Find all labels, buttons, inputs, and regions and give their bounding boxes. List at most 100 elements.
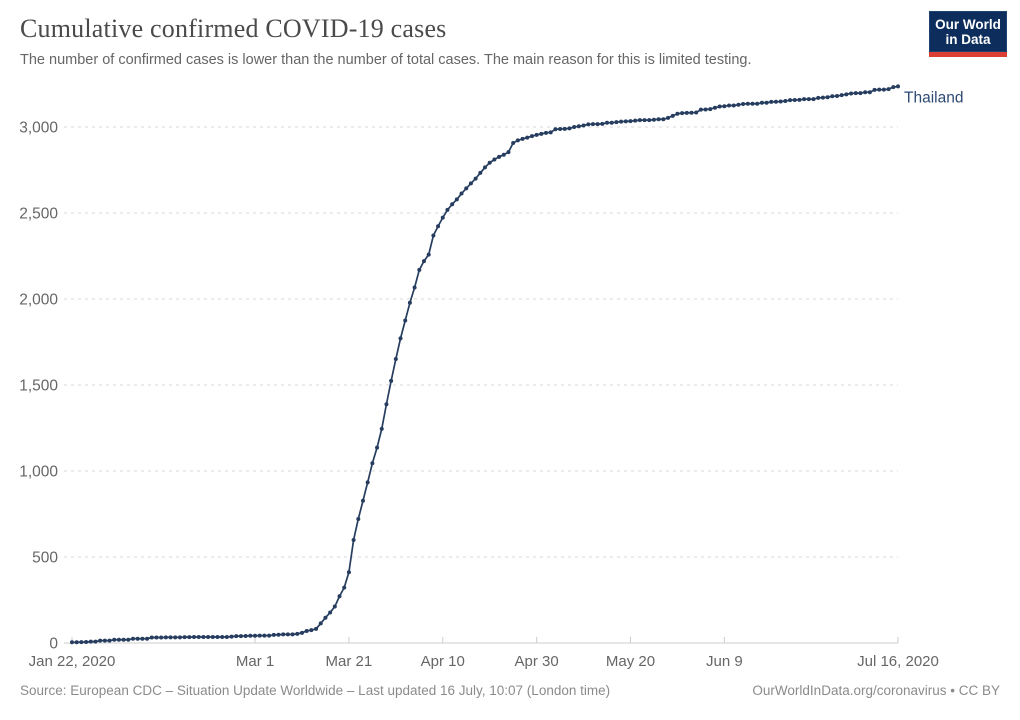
data-point (187, 635, 192, 640)
data-point (731, 103, 736, 108)
data-point (192, 634, 197, 639)
data-point (647, 118, 652, 123)
data-point (680, 111, 685, 116)
data-point (88, 639, 93, 644)
data-point (224, 634, 229, 639)
data-point (299, 630, 304, 635)
data-point (98, 638, 103, 643)
data-point (712, 105, 717, 110)
data-point (881, 87, 886, 92)
data-point (820, 95, 825, 100)
data-point (867, 90, 872, 95)
data-point (553, 127, 558, 132)
data-point (544, 130, 549, 135)
data-point (173, 635, 178, 640)
data-point (126, 637, 131, 642)
data-point (896, 84, 900, 89)
x-tick-label: Jul 16, 2020 (857, 653, 939, 670)
data-point (741, 101, 746, 106)
data-point (642, 118, 647, 123)
data-point (314, 626, 319, 631)
data-point (121, 637, 126, 642)
data-point (839, 93, 844, 98)
data-point (220, 634, 225, 639)
data-point (159, 635, 164, 640)
x-tick-label: Jan 22, 2020 (29, 653, 116, 670)
data-point (637, 118, 642, 123)
data-point (609, 120, 614, 125)
data-point (93, 639, 98, 644)
data-point (370, 461, 375, 466)
data-point (206, 634, 211, 639)
data-point (177, 635, 182, 640)
data-point (389, 378, 394, 383)
data-point (290, 632, 295, 637)
data-point (454, 197, 459, 202)
data-point (468, 181, 473, 186)
data-point (79, 640, 84, 645)
owid-logo-line2: in Data (945, 31, 991, 47)
chart-footer: Source: European CDC – Situation Update … (20, 683, 1000, 698)
data-point (281, 632, 286, 637)
data-point (318, 621, 323, 626)
data-point (633, 118, 638, 123)
data-point (116, 637, 121, 642)
data-point (623, 119, 628, 124)
data-point (802, 97, 807, 102)
data-point (403, 318, 408, 323)
data-point (131, 636, 136, 641)
data-point (149, 635, 154, 640)
data-point (351, 537, 356, 542)
owid-logo-red-bar (929, 52, 1007, 57)
thailand-line (72, 85, 899, 644)
data-point (271, 632, 276, 637)
data-point (576, 124, 581, 129)
data-point (877, 87, 882, 92)
data-point (558, 127, 563, 132)
data-point (886, 87, 891, 92)
data-point (323, 615, 328, 620)
data-point (605, 120, 610, 125)
data-point (844, 92, 849, 97)
data-point (379, 426, 384, 431)
data-point (750, 101, 755, 106)
data-point (257, 633, 262, 638)
data-point (590, 122, 595, 127)
data-point (501, 152, 506, 157)
data-point (567, 126, 572, 131)
data-point (328, 610, 333, 615)
data-point (849, 91, 854, 96)
y-tick-label: 3,000 (19, 120, 58, 137)
data-point (393, 357, 398, 362)
data-point (342, 585, 347, 590)
data-point (487, 160, 492, 165)
data-point (238, 634, 243, 639)
data-point (163, 635, 168, 640)
data-point (346, 570, 351, 575)
data-point (473, 176, 478, 181)
data-point (210, 634, 215, 639)
data-point (253, 633, 258, 638)
chart-subtitle: The number of confirmed cases is lower t… (20, 52, 752, 68)
license-note: OurWorldInData.org/coronavirus • CC BY (752, 683, 1000, 698)
data-point (243, 633, 248, 638)
data-point (722, 104, 727, 109)
data-point (478, 170, 483, 175)
data-point (398, 336, 403, 341)
data-point (506, 150, 511, 155)
data-point (708, 107, 713, 112)
data-point (689, 110, 694, 115)
x-tick-label: Apr 30 (515, 653, 559, 670)
data-point (769, 99, 774, 104)
data-point (464, 186, 469, 191)
data-point (783, 99, 788, 104)
data-point (492, 157, 497, 162)
data-point (727, 103, 732, 108)
chart-title: Cumulative confirmed COVID-19 cases (20, 14, 447, 43)
data-point (112, 637, 117, 642)
data-point (196, 634, 201, 639)
data-point (102, 638, 107, 643)
x-tick-label: Mar 21 (326, 653, 373, 670)
y-tick-label: 500 (32, 550, 58, 567)
data-point (858, 91, 863, 96)
